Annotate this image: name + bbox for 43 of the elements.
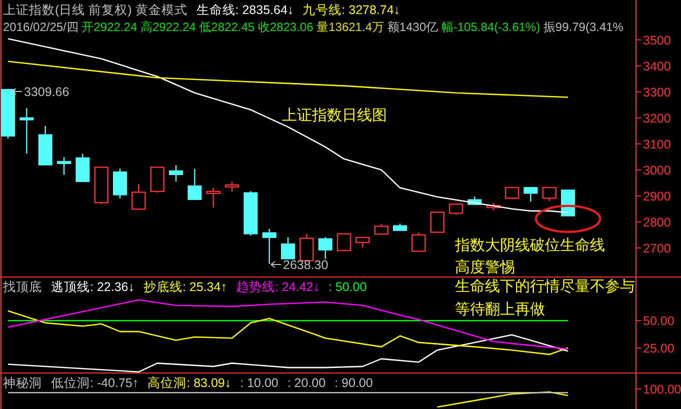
text: 生命线: 2835.64↓ xyxy=(196,3,294,17)
text: 低位洞: -40.75↑ xyxy=(51,376,139,390)
chart-title: 上证指数(日线 前复权) 黄金模式 xyxy=(3,3,188,17)
series-label: : 90.00 xyxy=(334,376,373,390)
y-tick-label: 2700 xyxy=(643,241,671,256)
text: : 20.00 xyxy=(287,376,326,390)
text: 逃顶线: 22.36↓ xyxy=(51,280,134,294)
annotation: 2638.30 xyxy=(283,258,328,272)
y-tick-label: 3200 xyxy=(643,111,671,126)
text: : 10.00 xyxy=(240,376,278,390)
y-tick-label: 3500 xyxy=(643,33,671,48)
annotation: 等待翻上再做 xyxy=(455,301,545,318)
candlestick xyxy=(318,236,332,260)
text: 2016/02/25/四 开2922.24 高2922.24 低2822.45 收2823.06 量13621.4万 额1430亿 幅-105.84(-3.61%) 振99.79(3.41% xyxy=(3,20,624,34)
chart-title: 神秘洞 xyxy=(3,376,42,390)
line-series xyxy=(7,60,569,98)
candlestick xyxy=(20,108,34,154)
y-tick-label: 3100 xyxy=(643,137,671,152)
y-tick-label: 25.00 xyxy=(643,341,674,356)
annotation: 3309.66 xyxy=(24,85,70,99)
y-tick-label: 2900 xyxy=(643,189,671,204)
annotation: 指数大阴线破位生命线 xyxy=(454,237,605,254)
series-label: 趋势线: 24.42↓ xyxy=(236,280,320,294)
candlestick xyxy=(486,202,500,211)
annotation: 上证指数日线图 xyxy=(282,107,387,124)
line-series xyxy=(7,38,569,214)
y-tick-label: 3300 xyxy=(643,85,671,100)
line-series xyxy=(7,334,569,373)
line-series xyxy=(7,299,569,350)
text: 抄底线: 25.34↑ xyxy=(143,280,227,294)
chart-title: 找顶底 xyxy=(2,280,42,294)
annotation: 生命线下的行情尽量不参与 xyxy=(455,278,635,295)
candlestick xyxy=(262,228,276,265)
ref-line-label: : 50.00 xyxy=(328,280,367,294)
y-tick-label: 3000 xyxy=(643,163,671,178)
text: 九号线: 3278.74↓ xyxy=(302,3,400,17)
text: 100.00 xyxy=(643,382,681,396)
annotation: 高度警惕 xyxy=(455,259,515,276)
y-tick-label: 50.00 xyxy=(643,314,674,328)
y-tick-label: 2800 xyxy=(643,215,671,230)
y-tick-label: 3400 xyxy=(643,59,671,74)
candlestick xyxy=(206,187,220,208)
text: 高位洞: 83.09↓ xyxy=(148,375,232,390)
